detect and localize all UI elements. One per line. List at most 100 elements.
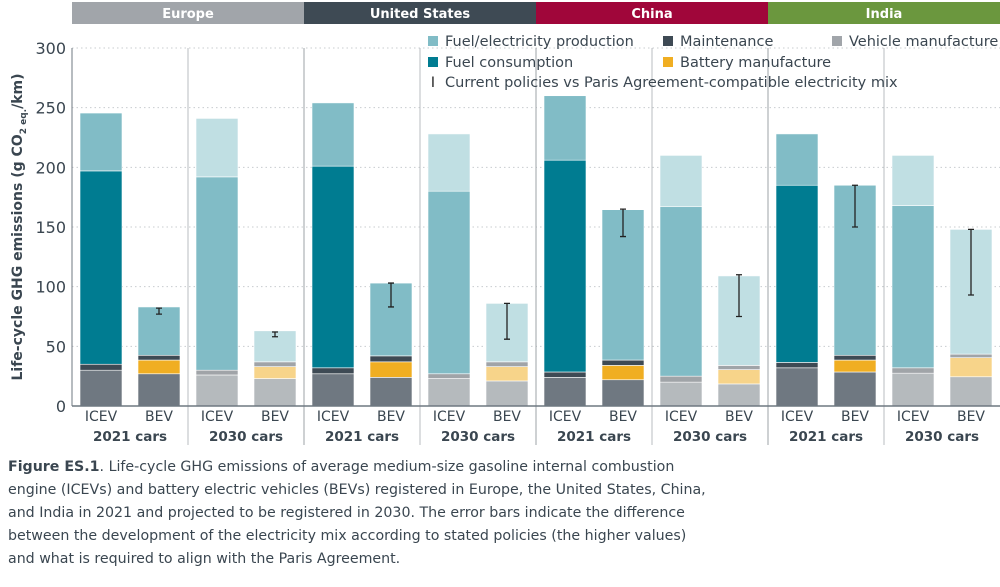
legend-label: Maintenance: [680, 34, 773, 50]
bar-bev-1: [253, 330, 297, 407]
bar-bev-3: [485, 302, 529, 407]
x-tick-label: BEV: [261, 409, 289, 425]
bar-segment-vehicle-manufacture: [311, 373, 355, 407]
y-tick-label: 300: [35, 39, 66, 58]
x-tick-label: BEV: [957, 409, 985, 425]
group-label: 2021 cars: [93, 429, 167, 445]
bar-segment-battery-manufacture: [949, 357, 993, 378]
region-header-0: [72, 2, 304, 24]
bar-icev-7: [891, 155, 935, 407]
bar-segment-fuel-electricity-production: [311, 102, 355, 167]
region-header-3: [768, 2, 1000, 24]
bar-segment-vehicle-manufacture: [195, 374, 239, 407]
bar-segment-maintenance: [891, 367, 935, 374]
bar-segment-battery-manufacture: [485, 366, 529, 382]
bar-icev-5: [659, 155, 703, 407]
bar-segment-maintenance: [369, 355, 413, 363]
bar-icev-4: [543, 95, 587, 407]
x-tick-label: BEV: [493, 409, 521, 425]
y-label-main: Life-cycle GHG emissions (g CO: [10, 134, 26, 380]
x-tick-label: ICEV: [781, 409, 814, 425]
bar-segment-vehicle-manufacture: [601, 379, 645, 407]
region-label: United States: [370, 7, 471, 22]
legend-label: Battery manufacture: [680, 55, 831, 71]
error-bar: [504, 302, 510, 340]
bar-bev-4: [601, 208, 645, 407]
bar-segment-vehicle-manufacture: [485, 380, 529, 407]
bar-segment-maintenance: [775, 362, 819, 369]
bar-segment-fuel-electricity-production: [659, 155, 703, 208]
bar-segment-vehicle-manufacture: [369, 377, 413, 407]
error-bar: [156, 307, 162, 315]
x-tick-label: ICEV: [85, 409, 118, 425]
bar-segment-fuel-electricity-production: [543, 95, 587, 161]
x-tick-label: BEV: [145, 409, 173, 425]
bar-segment-vehicle-manufacture: [949, 376, 993, 407]
bar-segment-vehicle-manufacture: [543, 377, 587, 407]
bar-segment-vehicle-manufacture: [833, 371, 877, 407]
bar-segment-fuel-electricity-production: [195, 118, 239, 178]
bar-segment-maintenance: [253, 361, 297, 367]
y-label-end: /km): [10, 74, 26, 109]
bar-segment-fuel-electricity-production: [79, 112, 123, 172]
y-tick-label: 200: [35, 158, 66, 177]
bar-segment-vehicle-manufacture: [79, 369, 123, 407]
legend-label: Current policies vs Paris Agreement-comp…: [445, 75, 898, 91]
figure-caption: Figure ES.1. Life-cycle GHG emissions of…: [8, 456, 708, 571]
bar-segment-vehicle-manufacture: [427, 378, 471, 407]
legend-label: Fuel consumption: [445, 55, 573, 71]
region-label: Europe: [162, 7, 214, 22]
bar-icev-0: [79, 112, 123, 407]
legend-label: Fuel/electricity production: [445, 34, 634, 50]
bar-segment-maintenance: [79, 363, 123, 371]
bar-segment-battery-manufacture: [833, 359, 877, 373]
x-tick-label: ICEV: [549, 409, 582, 425]
bar-bev-0: [137, 306, 181, 407]
bar-segment-battery-manufacture: [369, 361, 413, 378]
group-label: 2030 cars: [905, 429, 979, 445]
bar-segment-fuel-electricity-production: [891, 155, 935, 206]
bar-segment-maintenance: [485, 361, 529, 367]
region-header-2: [536, 2, 768, 24]
bar-segment-fuel-consumption: [891, 205, 935, 369]
x-tick-label: BEV: [377, 409, 405, 425]
bar-segment-maintenance: [833, 354, 877, 361]
group-label: 2021 cars: [325, 429, 399, 445]
bar-segment-maintenance: [543, 371, 587, 378]
x-tick-label: BEV: [841, 409, 869, 425]
figure-label: Figure ES.1: [8, 459, 100, 475]
caption-text: . Life-cycle GHG emissions of average me…: [8, 459, 706, 567]
group-label: 2021 cars: [789, 429, 863, 445]
bar-segment-vehicle-manufacture: [891, 372, 935, 407]
y-tick-label: 0: [56, 397, 66, 416]
x-tick-label: BEV: [725, 409, 753, 425]
bar-segment-maintenance: [601, 359, 645, 366]
group-label: 2030 cars: [209, 429, 283, 445]
x-tick-label: ICEV: [433, 409, 466, 425]
x-tick-label: ICEV: [897, 409, 930, 425]
bar-icev-6: [775, 133, 819, 407]
bar-segment-maintenance: [659, 375, 703, 383]
bar-segment-vehicle-manufacture: [717, 383, 761, 407]
error-bar: [620, 208, 626, 238]
bar-segment-fuel-electricity-production: [427, 133, 471, 192]
x-tick-label: ICEV: [201, 409, 234, 425]
ghg-chart: Europe United States China India 0 50 100 150 20…: [10, 2, 1000, 445]
bar-segment-maintenance: [311, 367, 355, 375]
bar-segment-fuel-electricity-production: [137, 306, 181, 356]
legend-swatch: [428, 57, 438, 67]
bar-segment-maintenance: [717, 365, 761, 370]
bar-segment-battery-manufacture: [253, 366, 297, 379]
bar-segment-fuel-consumption: [775, 184, 819, 363]
bar-segment-vehicle-manufacture: [253, 378, 297, 407]
group-label: 2030 cars: [673, 429, 747, 445]
bar-segment-vehicle-manufacture: [659, 381, 703, 407]
bar-segment-battery-manufacture: [137, 359, 181, 375]
bar-bev-2: [369, 282, 413, 407]
error-bar: [736, 274, 742, 318]
bar-segment-fuel-electricity-production: [775, 133, 819, 186]
legend-swatch: [663, 57, 673, 67]
group-label: 2021 cars: [557, 429, 631, 445]
region-header-1: [304, 2, 536, 24]
y-tick-label: 150: [35, 218, 66, 237]
